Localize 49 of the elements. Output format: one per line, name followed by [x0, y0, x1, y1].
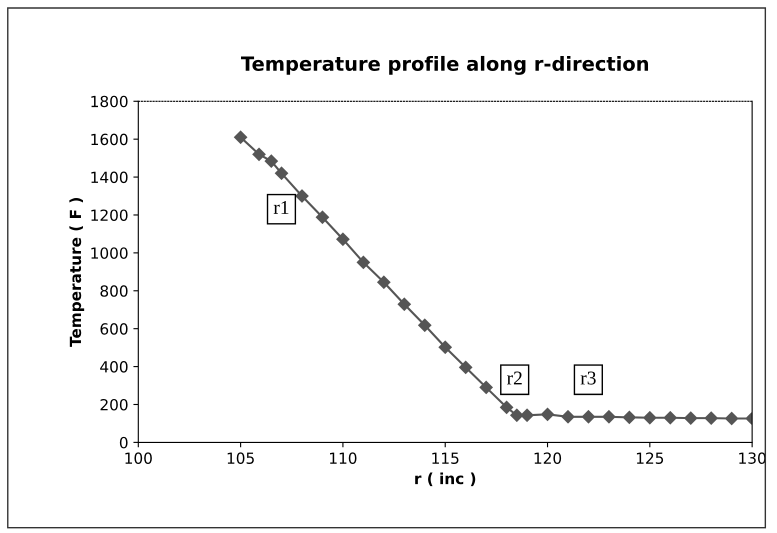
- point: [704, 412, 718, 425]
- point: [643, 411, 656, 424]
- point: [510, 408, 524, 422]
- point: [602, 410, 616, 424]
- y-tick-label: 0: [120, 436, 128, 448]
- x-tick-label: 120: [534, 452, 562, 464]
- point: [295, 189, 309, 203]
- annotation: r3: [580, 372, 596, 385]
- x-tick-label: 105: [228, 452, 254, 464]
- y-tick-label: 1600: [91, 134, 128, 146]
- annotation: r2: [506, 372, 522, 384]
- point: [480, 380, 493, 394]
- point: [274, 166, 288, 180]
- x-tick-label: 115: [432, 452, 458, 464]
- point: [438, 340, 452, 354]
- point: [561, 410, 575, 424]
- point: [252, 148, 266, 161]
- x-tick-label: 125: [636, 452, 664, 464]
- point: [459, 360, 472, 374]
- annotation: r1: [274, 201, 288, 214]
- point: [234, 130, 248, 144]
- point: [336, 232, 350, 246]
- point: [622, 410, 636, 424]
- point: [582, 410, 596, 424]
- point: [356, 256, 370, 269]
- point: [316, 210, 330, 224]
- point: [520, 408, 534, 422]
- x-tick-label: 110: [330, 452, 356, 464]
- point: [377, 276, 390, 289]
- y-tick-label: 600: [100, 323, 128, 335]
- y-tick-label: 1200: [91, 209, 128, 221]
- point: [540, 408, 554, 421]
- y-axis-title: Temperature ( F ): [69, 198, 84, 347]
- x-axis-title: r ( inc ): [415, 472, 476, 486]
- point: [418, 318, 432, 332]
- x-tick-label: 100: [125, 452, 152, 464]
- point: [684, 412, 698, 425]
- point: [264, 154, 278, 168]
- point: [725, 412, 738, 426]
- point: [500, 400, 514, 414]
- y-tick-label: 1400: [91, 172, 128, 184]
- chart-title: Temperature profile along r-direction: [241, 56, 648, 75]
- y-tick-label: 200: [100, 398, 128, 411]
- y-tick-label: 400: [100, 361, 128, 373]
- y-tick-label: 1800: [91, 96, 128, 108]
- y-tick-label: 1000: [91, 247, 128, 259]
- point: [398, 298, 411, 311]
- y-tick-label: 800: [100, 285, 128, 297]
- point: [664, 411, 677, 424]
